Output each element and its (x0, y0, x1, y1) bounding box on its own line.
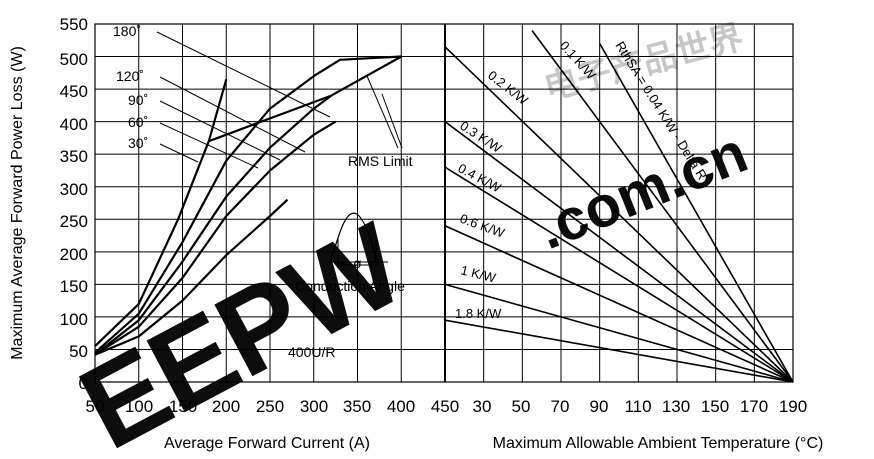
x-tick: 30 (473, 397, 492, 416)
leader-30 (159, 143, 199, 163)
note-400ur: 400U/R (288, 344, 335, 360)
rth-line-0.6-k-w (444, 225, 794, 383)
x-tick: 200 (212, 397, 240, 416)
y-tick-labels: 550 500 450 400 350 300 250 200 150 100 … (60, 15, 88, 393)
rth-label-0.6: 0.6 K/W (458, 211, 507, 241)
y-tick: 150 (60, 277, 88, 296)
angle-label-120: 120˚ (116, 68, 144, 84)
x-tick: 150 (701, 397, 729, 416)
x-tick: 350 (343, 397, 371, 416)
x-tick: 250 (256, 397, 284, 416)
left-curves (94, 55, 402, 356)
x-tick: 400 (387, 397, 415, 416)
rth-label-1.8: 1.8 K/W (455, 306, 502, 321)
y-tick: 250 (60, 212, 88, 231)
x-tick: 70 (551, 397, 570, 416)
x-axis-title-current: Average Forward Current (A) (164, 435, 370, 452)
y-tick: 0 (79, 374, 88, 393)
rms-leader-1 (366, 75, 399, 149)
leader-90 (159, 100, 281, 161)
x-tick: 50 (86, 397, 105, 416)
y-tick: 300 (60, 180, 88, 199)
x-tick: 190 (779, 397, 807, 416)
angle-label-90: 90˚ (128, 92, 148, 108)
rth-line-0.2-k-w (444, 46, 794, 383)
y-tick: 450 (60, 82, 88, 101)
rth-line-rthsa-0.04-k-w-delta-r (598, 43, 794, 383)
angle-labels: 180˚ 120˚ 90˚ 60˚ 30˚ (113, 23, 331, 169)
x-tick: 130 (662, 397, 690, 416)
x-tick: 170 (740, 397, 768, 416)
rth-lines (444, 30, 794, 383)
x-tick: 150 (169, 397, 197, 416)
rth-line-1.8-k-w (444, 319, 794, 383)
y-tick: 500 (60, 50, 88, 69)
series-line-180 (94, 55, 402, 354)
series-line-30 (94, 79, 228, 347)
x-axis-title-temperature: Maximum Allowable Ambient Temperature (°… (493, 435, 824, 452)
y-tick: 350 (60, 147, 88, 166)
angle-label-180: 180˚ (113, 23, 141, 39)
rth-label-1: 1 K/W (459, 262, 498, 285)
conduction-angle-inset: ø Conduction Angle (295, 212, 405, 294)
rth-line-1-k-w (444, 283, 794, 383)
y-tick: 50 (69, 342, 88, 361)
x-tick: 110 (624, 397, 651, 416)
y-tick: 550 (60, 15, 88, 34)
angle-label-60: 60˚ (128, 114, 148, 130)
y-tick: 100 (60, 310, 88, 329)
conduction-angle-label: Conduction Angle (295, 278, 405, 294)
series-line-60 (94, 198, 289, 356)
y-axis-title: Maximum Average Forward Power Loss (W) (9, 46, 26, 360)
y-tick: 400 (60, 115, 88, 134)
rth-line-0.3-k-w (444, 120, 794, 383)
rms-limit-label: RMS Limit (348, 153, 413, 169)
leader-60 (159, 122, 259, 169)
x-tick: 100 (125, 397, 153, 416)
x-tick: 90 (590, 397, 609, 416)
x-tick: 300 (300, 397, 328, 416)
rth-line-0.1-k-w (531, 30, 794, 383)
y-tick: 200 (60, 245, 88, 264)
rms-leader-2 (381, 93, 403, 149)
leader-120 (159, 76, 306, 153)
rth-line-0.4-k-w (444, 166, 794, 383)
x-tick-labels-temperature: 30 50 70 90 110 130 150 170 190 (473, 397, 808, 416)
phi-symbol: ø (353, 255, 362, 271)
x-tick: 450 (431, 397, 459, 416)
x-tick: 50 (512, 397, 531, 416)
angle-label-30: 30˚ (128, 135, 148, 151)
series-line-90 (94, 120, 337, 356)
series-line-rms-limit (208, 55, 402, 143)
x-tick-labels-current: 50 100 150 200 250 300 350 400 450 (86, 397, 460, 416)
rth-label-0.2: 0.2 K/W (485, 68, 531, 109)
leader-180 (156, 31, 331, 118)
